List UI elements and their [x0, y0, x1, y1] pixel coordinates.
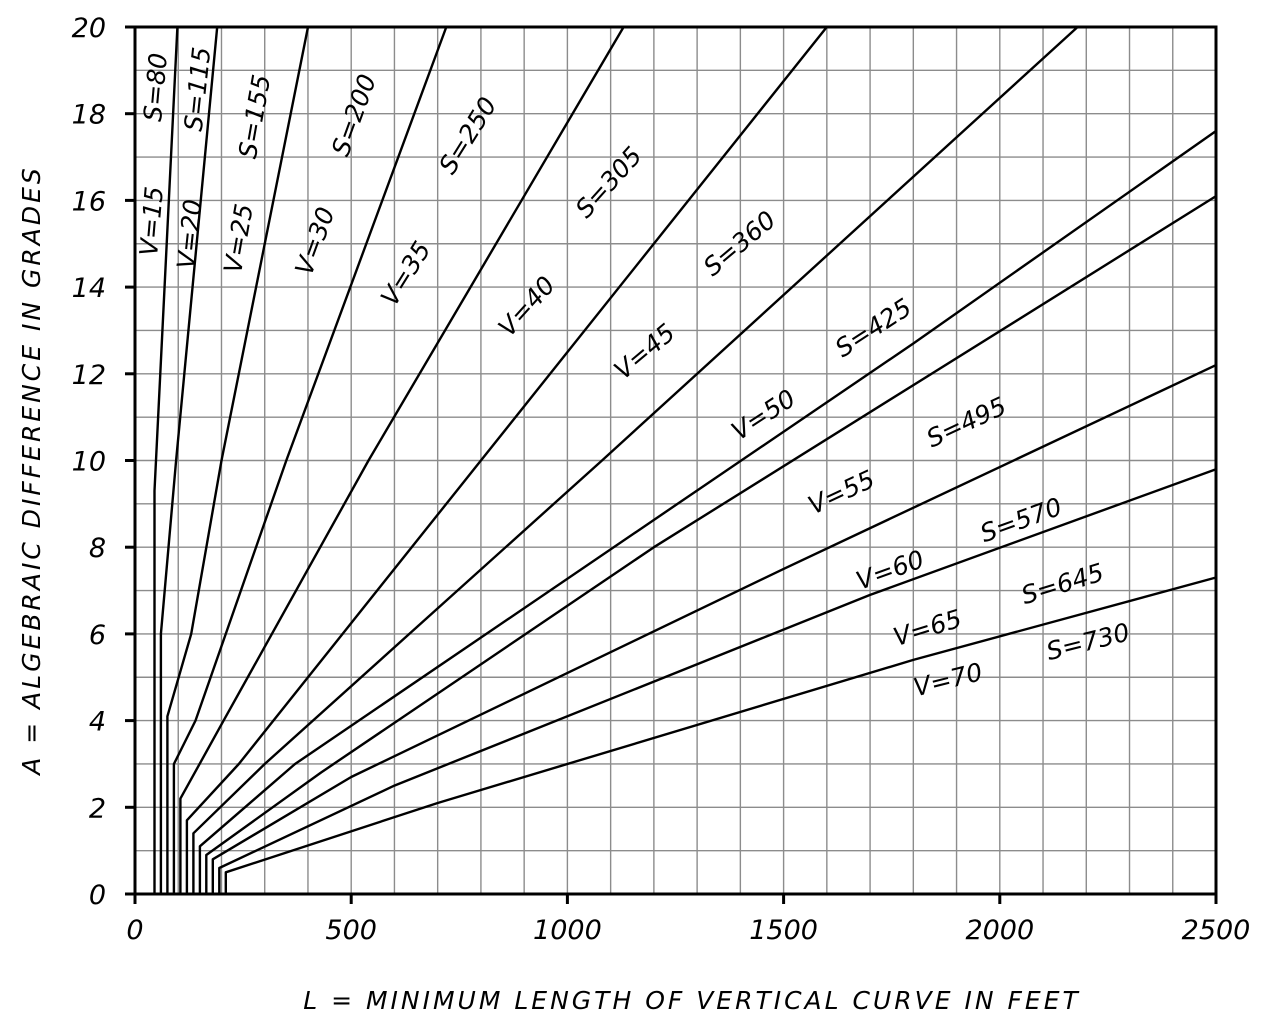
y-tick-label: 12 — [72, 360, 106, 391]
series-line-v70 — [224, 576, 1217, 894]
series-line-v25 — [166, 26, 310, 894]
series-line-v35 — [179, 26, 625, 894]
series-line-v40 — [185, 26, 828, 894]
series-line-v15 — [153, 26, 179, 894]
x-tick-label: 2000 — [965, 915, 1034, 946]
series-line-v55 — [205, 195, 1217, 894]
series-label-s: S=80 — [138, 52, 173, 123]
x-tick-label: 1500 — [749, 915, 818, 946]
x-tick-label: 500 — [325, 915, 377, 946]
x-tick-label: 1000 — [533, 915, 602, 946]
series-line-v45 — [192, 26, 1079, 894]
y-tick-label: 8 — [89, 533, 106, 564]
series-line-v20 — [159, 26, 219, 894]
series-line-v30 — [172, 26, 448, 894]
x-tick-label: 2500 — [1182, 915, 1251, 946]
series-line-v60 — [211, 364, 1217, 894]
y-tick-label: 10 — [72, 447, 106, 478]
grid — [135, 27, 1216, 894]
series-line-v50 — [198, 130, 1217, 894]
y-tick-label: 2 — [89, 793, 106, 824]
y-tick-label: 16 — [72, 186, 106, 217]
x-axis-label: L = MINIMUM LENGTH OF VERTICAL CURVE IN … — [303, 986, 1081, 1015]
y-tick-label: 14 — [72, 273, 106, 304]
y-axis-label: A = ALGEBRAIC DIFFERENCE IN GRADES — [17, 165, 46, 777]
y-tick-label: 0 — [89, 880, 106, 911]
series-curves — [153, 26, 1217, 894]
series-line-v65 — [218, 468, 1217, 894]
y-tick-label: 18 — [72, 100, 106, 131]
x-tick-label: 0 — [126, 915, 143, 946]
y-tick-label: 6 — [89, 620, 106, 651]
axis-ticks: 0 500 1000 1500 2000 2500 0 2 4 6 8 10 12 14 16 18 20 — [72, 13, 1251, 946]
y-tick-label: 20 — [72, 13, 106, 44]
y-tick-label: 4 — [89, 707, 106, 738]
series-label-v: V=15 — [134, 185, 169, 257]
